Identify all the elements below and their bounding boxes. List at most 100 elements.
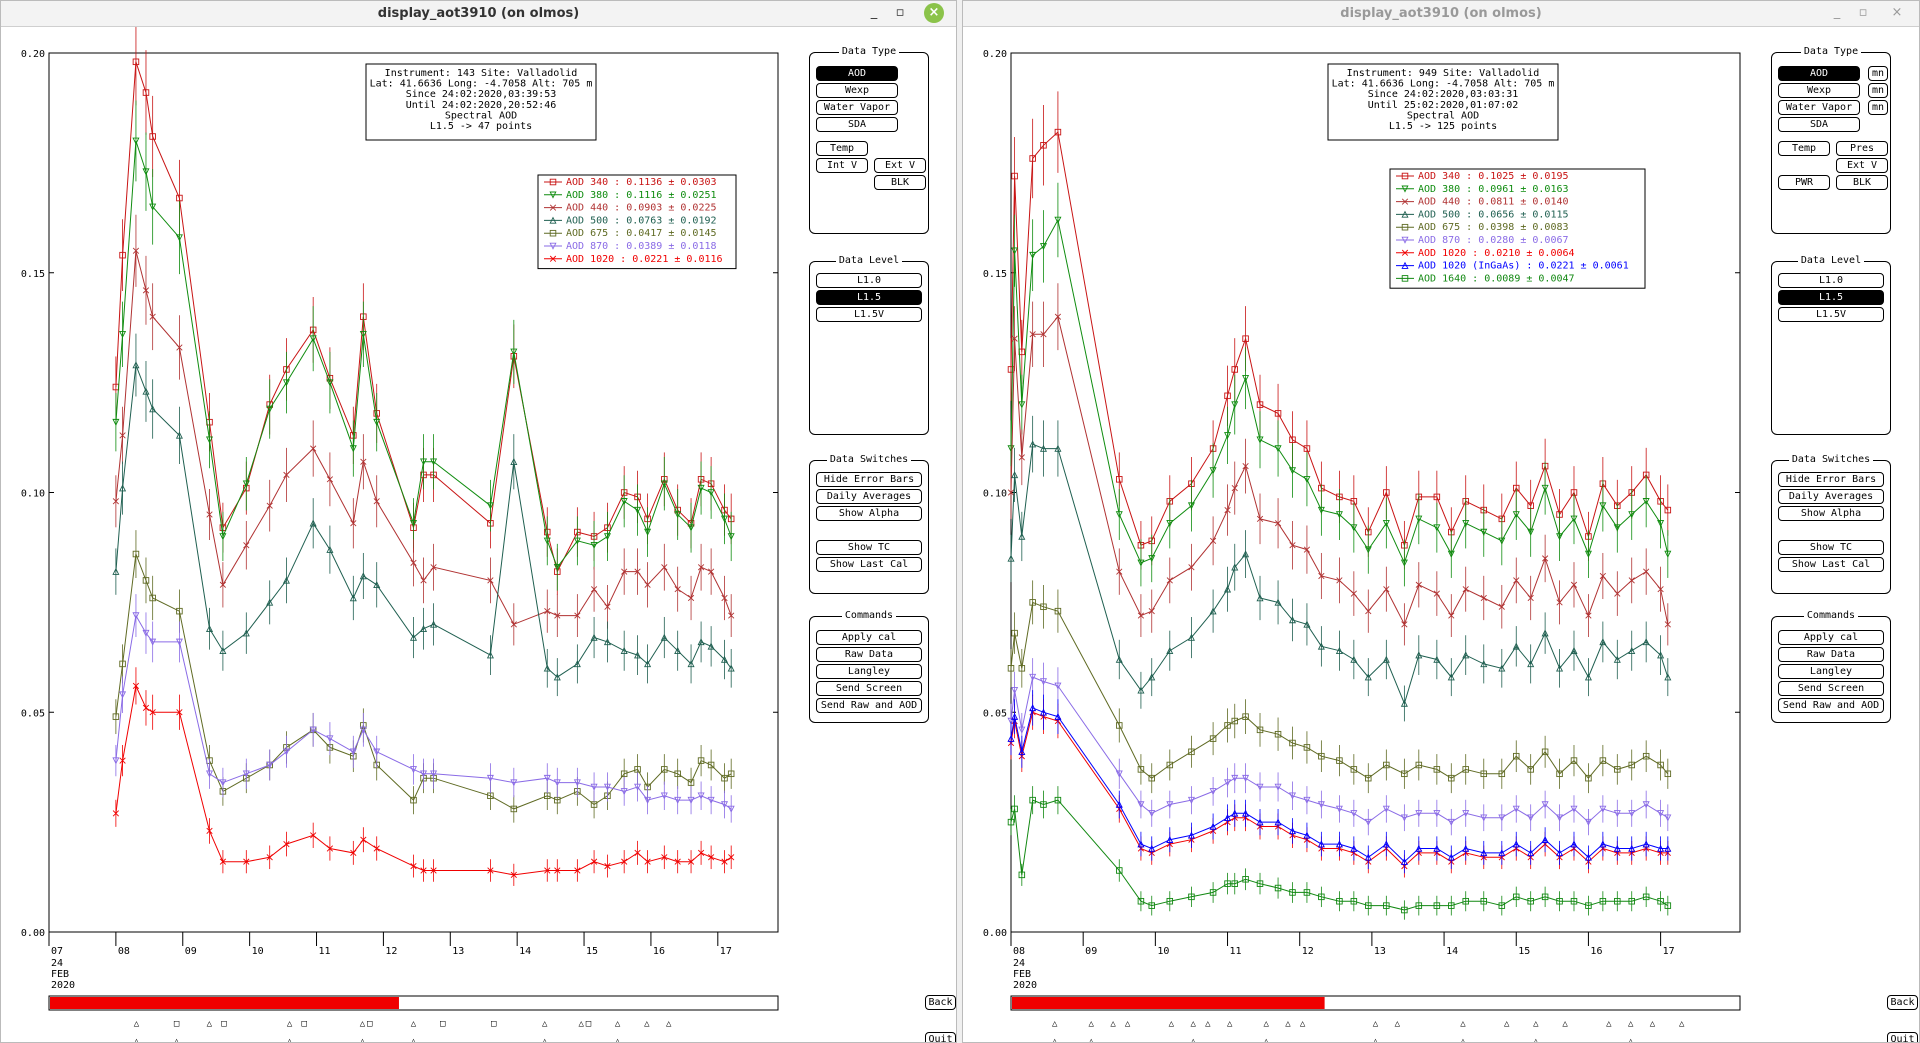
right-data-point (1011, 687, 1019, 695)
right-mn-button-3[interactable]: mn (1868, 100, 1888, 115)
left-show-last-cal-button[interactable]: Show Last Cal (816, 557, 922, 572)
left-data-point (176, 607, 183, 615)
right-data-point (1029, 251, 1037, 259)
right-show-last-cal-button[interactable]: Show Last Cal (1778, 557, 1884, 572)
left-commands-title: Commands (841, 610, 897, 621)
right-data-point (1365, 774, 1372, 782)
left-data-point (634, 651, 642, 659)
right-mn-button-2[interactable]: mn (1868, 83, 1888, 98)
left-temp-button[interactable]: Temp (816, 141, 868, 156)
right-raw-data-button[interactable]: Raw Data (1778, 647, 1884, 662)
left-data-point (603, 783, 611, 791)
right-mn-button-1[interactable]: mn (1868, 66, 1888, 81)
left-data-point (132, 58, 140, 66)
right-aod-button[interactable]: AOD (1778, 66, 1860, 81)
left-langley-button[interactable]: Langley (816, 664, 922, 679)
left-send-raw-and-aod-button[interactable]: Send Raw and AOD (816, 698, 922, 713)
right-data-point (1433, 655, 1441, 663)
left-l15-button[interactable]: L1.5 (816, 290, 922, 305)
right-blk-button[interactable]: BLK (1836, 175, 1888, 190)
right-pres-button[interactable]: Pres (1836, 141, 1888, 156)
left-title-bar[interactable]: display_aot3910 (on olmos) (1, 1, 956, 27)
left-data-point (359, 331, 367, 339)
right-maximize-button[interactable]: ▫ (1858, 5, 1868, 20)
left-data-point (266, 405, 274, 413)
left-hide-error-bars-button[interactable]: Hide Error Bars (816, 472, 922, 487)
right-quit-button[interactable]: Quit (1887, 1032, 1918, 1042)
left-daily-averages-button[interactable]: Daily Averages (816, 489, 922, 504)
left-legend-entry: AOD 500 : 0.0763 ± 0.0192 (566, 215, 717, 226)
left-maximize-button[interactable]: ▫ (895, 5, 905, 20)
left-data-point (310, 832, 317, 839)
left-data-point (132, 682, 140, 689)
right-temp-button[interactable]: Temp (1778, 141, 1830, 156)
right-timeline-marker: △ (1504, 1019, 1510, 1029)
left-ext-v-button[interactable]: Ext V (874, 158, 926, 173)
right-data-point (1018, 871, 1026, 879)
left-raw-data-button[interactable]: Raw Data (816, 647, 922, 662)
right-minimize-button[interactable]: _ (1833, 5, 1841, 20)
right-apply-cal-button[interactable]: Apply cal (1778, 630, 1884, 645)
right-data-point (1289, 436, 1296, 444)
right-data-point (1029, 796, 1036, 804)
right-data-point (1224, 506, 1231, 514)
right-legend-entry: AOD 1020 (InGaAs) : 0.0221 ± 0.0061 (1418, 261, 1629, 272)
right-ext-v-button[interactable]: Ext V (1836, 158, 1888, 173)
right-data-point (1584, 673, 1592, 681)
left-quit-button[interactable]: Quit (925, 1032, 956, 1042)
left-aod-button[interactable]: AOD (816, 66, 898, 81)
right-window-title: display_aot3910 (on olmos) (1340, 6, 1542, 21)
left-blk-button[interactable]: BLK (874, 175, 926, 190)
left-close-button[interactable]: × (924, 3, 944, 23)
right-l10-button[interactable]: L1.0 (1778, 273, 1884, 288)
right-l15v-button[interactable]: L1.5V (1778, 307, 1884, 322)
right-title-bar[interactable]: display_aot3910 (on olmos) (963, 1, 1919, 27)
right-wexp-button[interactable]: Wexp (1778, 83, 1860, 98)
left-show-tc-button[interactable]: Show TC (816, 540, 922, 555)
right-data-point (1383, 489, 1390, 496)
left-data-point (219, 646, 227, 654)
right-send-raw-and-aod-button[interactable]: Send Raw and AOD (1778, 698, 1884, 713)
right-data-point (1628, 844, 1636, 852)
right-data-point (1209, 467, 1217, 475)
right-water-vapor-button[interactable]: Water Vapor (1778, 100, 1860, 115)
left-data-point (373, 748, 381, 756)
left-data-point (373, 580, 381, 589)
right-show-alpha-button[interactable]: Show Alpha (1778, 506, 1884, 521)
right-send-screen-button[interactable]: Send Screen (1778, 681, 1884, 696)
left-data-point (219, 779, 227, 787)
right-daily-averages-button[interactable]: Daily Averages (1778, 489, 1884, 504)
left-l15v-button[interactable]: L1.5V (816, 307, 922, 322)
left-wexp-button[interactable]: Wexp (816, 83, 898, 98)
right-close-button[interactable]: × (1891, 5, 1903, 20)
left-l10-button[interactable]: L1.0 (816, 273, 922, 288)
right-hide-error-bars-button[interactable]: Hide Error Bars (1778, 472, 1884, 487)
left-show-alpha-button[interactable]: Show Alpha (816, 506, 922, 521)
right-legend-marker (1401, 223, 1409, 231)
left-water-vapor-button[interactable]: Water Vapor (816, 100, 898, 115)
right-l15-button[interactable]: L1.5 (1778, 290, 1884, 305)
left-sda-button[interactable]: SDA (816, 117, 898, 132)
right-sda-button[interactable]: SDA (1778, 117, 1860, 132)
right-data-point (1148, 810, 1156, 818)
right-data-point (1224, 722, 1231, 729)
right-data-point (1256, 880, 1264, 887)
left-data-point (119, 432, 126, 439)
right-langley-button[interactable]: Langley (1778, 664, 1884, 679)
left-data-point (149, 203, 157, 211)
right-data-level-title: Data Level (1797, 255, 1865, 266)
right-pwr-button[interactable]: PWR (1778, 175, 1830, 190)
left-apply-cal-button[interactable]: Apply cal (816, 630, 922, 645)
right-data-point (1224, 392, 1231, 400)
right-show-tc-button[interactable]: Show TC (1778, 540, 1884, 555)
right-data-point (1350, 655, 1358, 663)
right-data-point (1401, 770, 1408, 778)
left-send-screen-button[interactable]: Send Screen (816, 681, 922, 696)
right-data-point (1274, 783, 1282, 791)
right-back-button[interactable]: Back (1887, 995, 1918, 1010)
left-int-v-button[interactable]: Int V (816, 158, 868, 173)
right-data-point (1400, 559, 1408, 567)
left-back-button[interactable]: Back (925, 995, 956, 1010)
left-minimize-button[interactable]: _ (870, 5, 878, 20)
right-data-point (1274, 520, 1282, 527)
